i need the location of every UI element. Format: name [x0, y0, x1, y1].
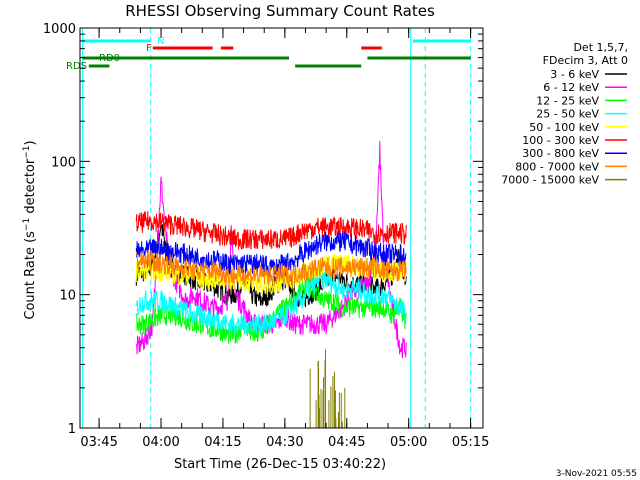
x-tick-label: 04:30: [266, 435, 303, 450]
x-tick-label: 04:45: [328, 435, 365, 450]
legend-entry-label: 25 - 50 keV: [536, 108, 599, 121]
plot-frame: [79, 27, 484, 429]
series-line: [135, 250, 407, 288]
y-tick-label: 100: [51, 155, 76, 170]
legend-entry-label: 6 - 12 keV: [543, 81, 599, 94]
legend-header-line: Det 1,5,7,: [573, 41, 628, 54]
legend-entry-label: 50 - 100 keV: [529, 121, 599, 134]
y-tick-label: 1: [68, 422, 76, 437]
series-line: [136, 274, 407, 345]
y-tick-label: 1000: [43, 22, 76, 37]
x-tick-label: 05:00: [390, 435, 427, 450]
y-axis-label: Count Rate (s−1 detector−1): [22, 140, 38, 319]
series-line: [309, 349, 346, 428]
y-tick-label: 10: [59, 289, 76, 304]
series-line: [135, 230, 407, 278]
x-tick-label: 03:45: [80, 435, 117, 450]
x-axis-label: Start Time (26-Dec-15 03:40:22): [174, 457, 386, 472]
flag-label: RDS: [66, 61, 87, 72]
series-line: [135, 211, 407, 250]
legend-entry-label: 300 - 800 keV: [522, 147, 599, 160]
chart-title: RHESSI Observing Summary Count Rates: [125, 2, 435, 20]
flag-label: RD0: [99, 53, 120, 64]
series-line: [135, 268, 407, 336]
legend-header-line: FDecim 3, Att 0: [543, 54, 628, 67]
x-tick-label: 05:15: [452, 435, 489, 450]
flag-label: F: [146, 43, 152, 54]
legend-entry-label: 12 - 25 keV: [536, 94, 599, 107]
x-tick-label: 04:15: [204, 435, 241, 450]
legend-entry-label: 3 - 6 keV: [550, 68, 599, 81]
legend-entry-label: 800 - 7000 keV: [515, 160, 599, 173]
legend-header: Det 1,5,7, FDecim 3, Att 0: [543, 41, 628, 67]
x-tick-label: 04:00: [142, 435, 179, 450]
legend-entry-label: 100 - 300 keV: [522, 134, 599, 147]
flag-label: N: [157, 36, 164, 47]
footer-date: 3-Nov-2021 05:55: [556, 469, 637, 479]
legend-entry-label: 7000 - 15000 keV: [501, 174, 599, 187]
